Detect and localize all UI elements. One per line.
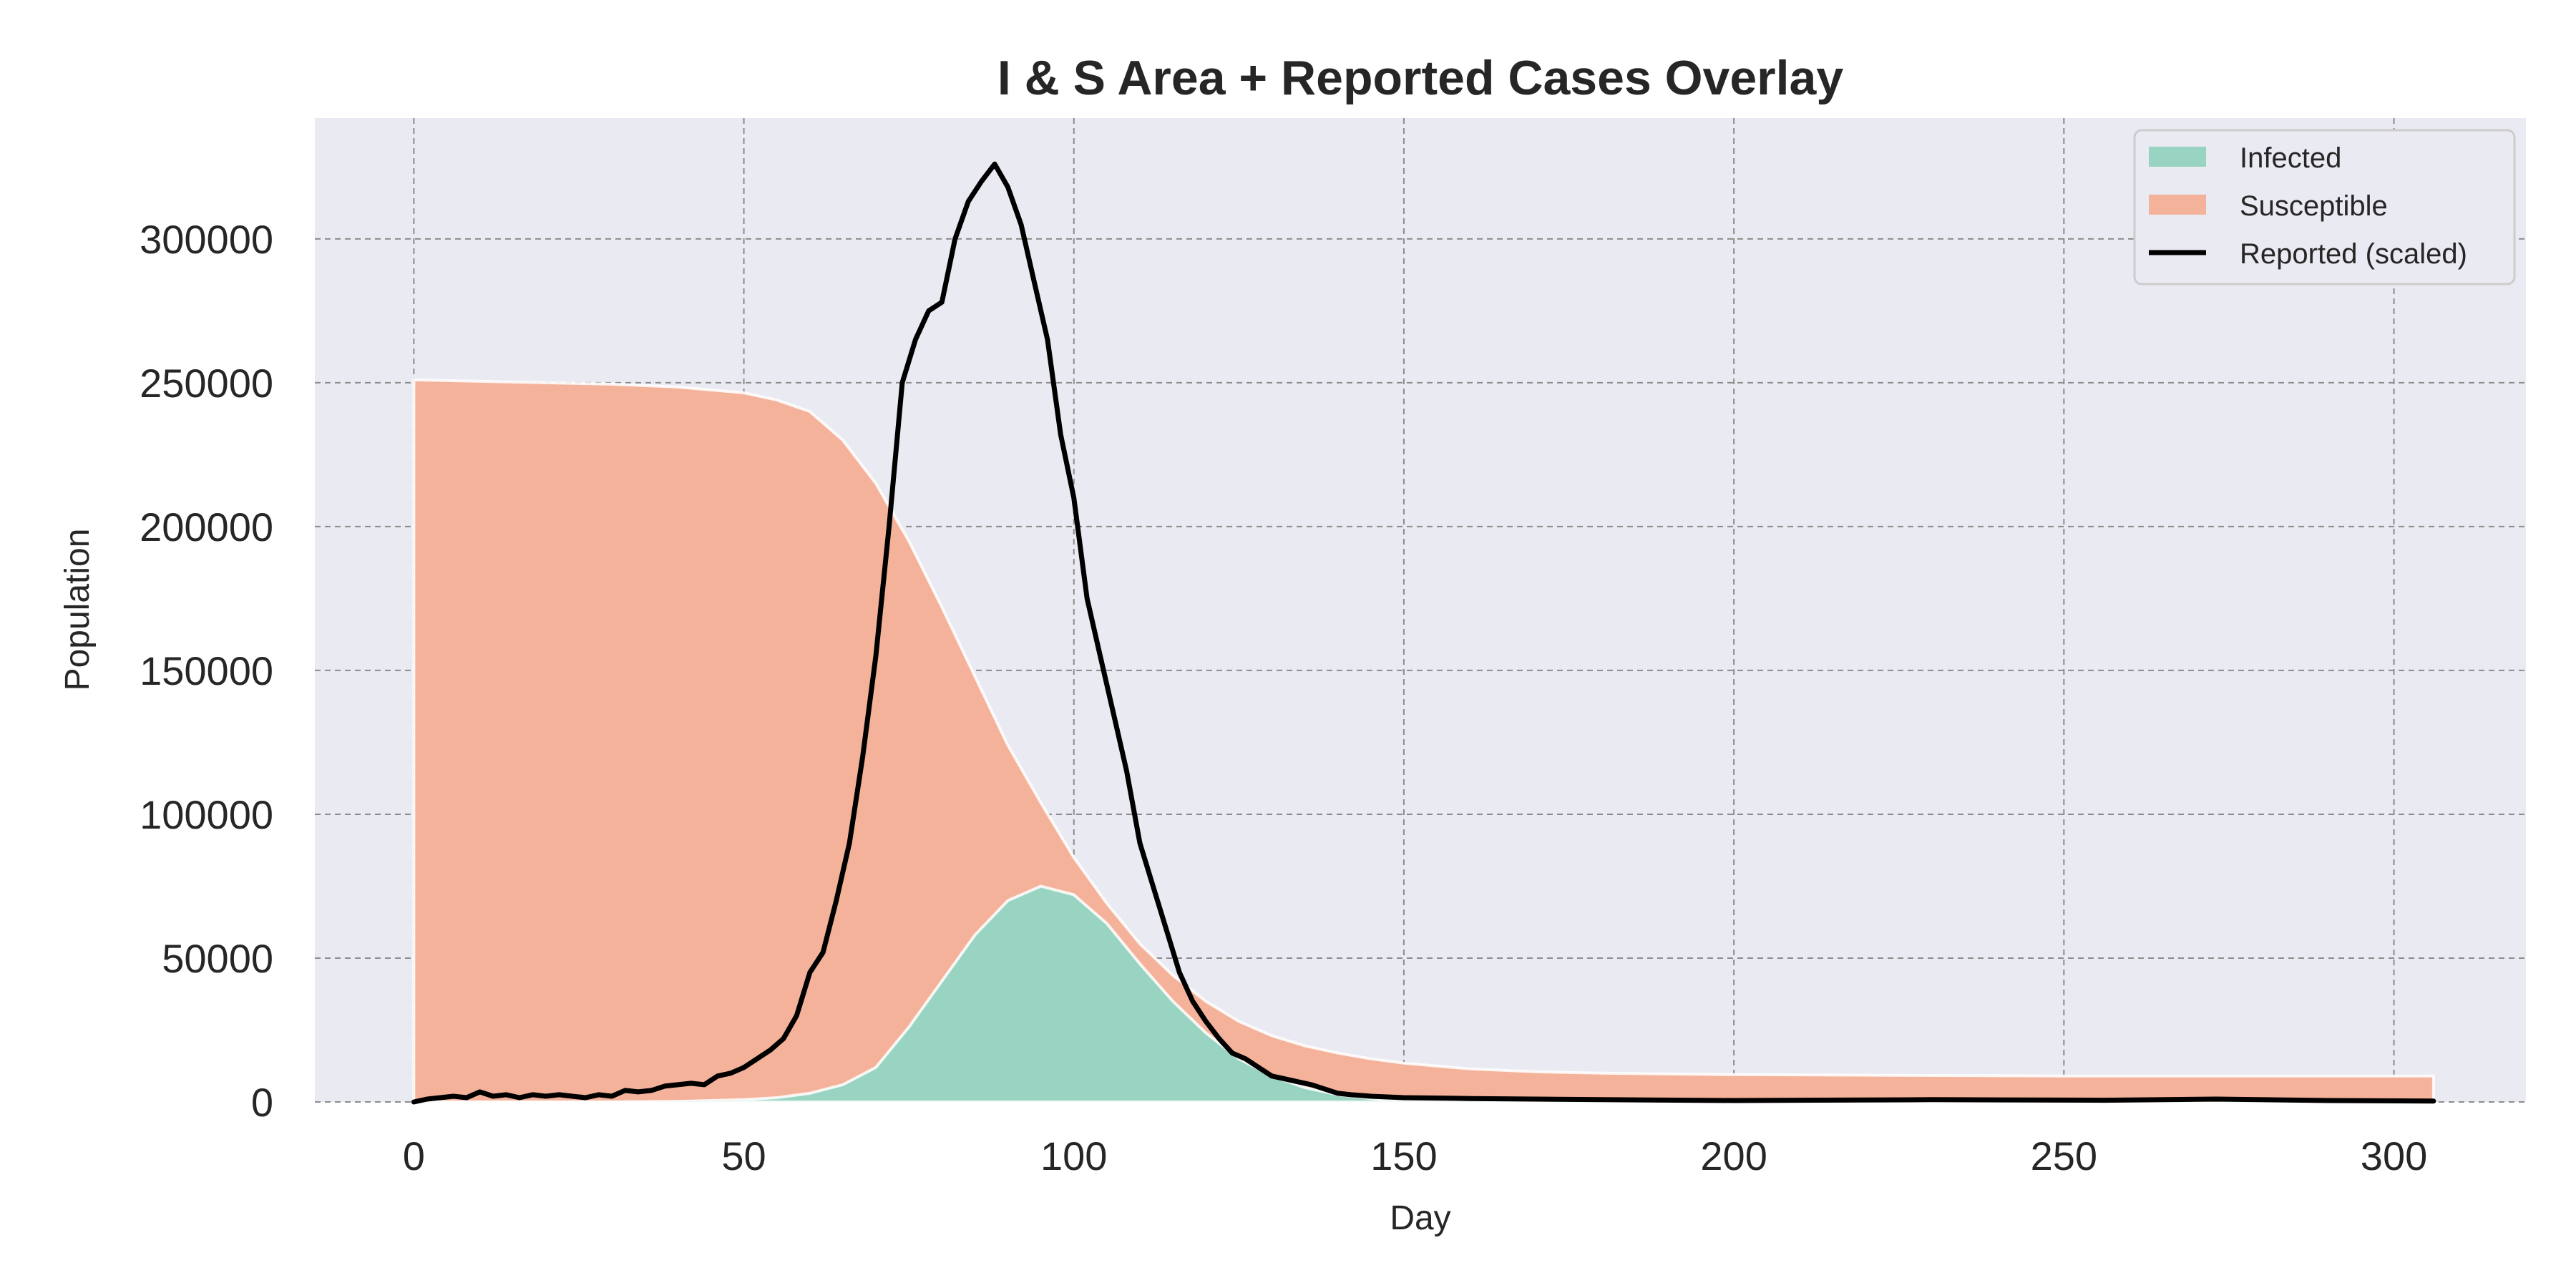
- y-tick-label: 250000: [140, 361, 273, 406]
- chart-title: I & S Area + Reported Cases Overlay: [997, 51, 1844, 105]
- x-tick-label: 200: [1700, 1133, 1767, 1179]
- legend-label-infected: Infected: [2240, 142, 2341, 174]
- area-series: [412, 378, 2435, 1103]
- legend-swatch-susceptible: [2149, 195, 2206, 215]
- legend-label-susceptible: Susceptible: [2240, 190, 2388, 222]
- x-tick-label: 50: [721, 1133, 766, 1179]
- x-tick-label: 250: [2031, 1133, 2097, 1179]
- line-reported-scaled: [411, 161, 2436, 1105]
- y-axis-ticks: 0 50000 100000 150000 200000 250000 300000: [140, 217, 273, 1125]
- x-tick-label: 150: [1370, 1133, 1437, 1179]
- y-tick-label: 50000: [162, 936, 273, 981]
- x-tick-label: 0: [403, 1133, 425, 1179]
- legend-swatch-infected: [2149, 147, 2206, 167]
- y-tick-label: 100000: [140, 792, 273, 837]
- legend-label-reported: Reported (scaled): [2240, 238, 2467, 270]
- x-axis-ticks: 0 50 100 150 200 250 300: [403, 1133, 2427, 1179]
- line-series: [411, 161, 2436, 1105]
- y-tick-label: 0: [251, 1080, 273, 1125]
- area-susceptible: [412, 378, 2435, 1103]
- y-tick-label: 150000: [140, 648, 273, 693]
- y-axis-label: Population: [59, 529, 97, 691]
- x-tick-label: 300: [2361, 1133, 2427, 1179]
- legend-box: [2133, 129, 2516, 286]
- x-tick-label: 100: [1040, 1133, 1107, 1179]
- area-infected: [414, 884, 2434, 1103]
- legend: Infected Susceptible Reported (scaled): [2133, 129, 2516, 286]
- x-axis-label: Day: [1390, 1199, 1450, 1237]
- y-tick-label: 200000: [140, 504, 273, 550]
- y-tick-label: 300000: [140, 217, 273, 262]
